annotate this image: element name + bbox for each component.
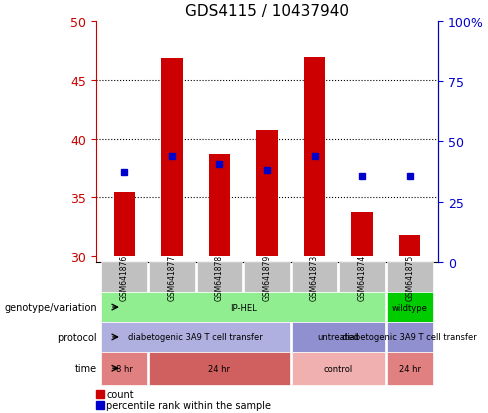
Text: GSM641875: GSM641875 (405, 254, 414, 301)
Title: GDS4115 / 10437940: GDS4115 / 10437940 (185, 4, 349, 19)
FancyBboxPatch shape (292, 263, 337, 292)
Bar (351, 212, 373, 257)
Text: 8 hr: 8 hr (116, 364, 133, 373)
Bar (209, 154, 230, 257)
Text: GSM641879: GSM641879 (263, 254, 271, 301)
FancyBboxPatch shape (387, 322, 432, 352)
Bar (304, 58, 325, 257)
Text: wildtype: wildtype (392, 303, 427, 312)
Bar (114, 192, 135, 257)
FancyBboxPatch shape (387, 352, 432, 385)
Bar (399, 235, 420, 257)
Text: GSM641873: GSM641873 (310, 254, 319, 301)
Text: control: control (324, 364, 353, 373)
FancyBboxPatch shape (292, 352, 385, 385)
FancyBboxPatch shape (102, 292, 385, 322)
FancyBboxPatch shape (387, 263, 432, 292)
Text: diabetogenic 3A9 T cell transfer: diabetogenic 3A9 T cell transfer (128, 332, 263, 342)
Text: GSM641877: GSM641877 (167, 254, 176, 301)
FancyBboxPatch shape (197, 263, 242, 292)
Text: protocol: protocol (57, 332, 97, 342)
Bar (256, 131, 278, 257)
FancyBboxPatch shape (102, 263, 147, 292)
FancyBboxPatch shape (244, 263, 290, 292)
Text: diabetogenic 3A9 T cell transfer: diabetogenic 3A9 T cell transfer (342, 332, 477, 342)
FancyBboxPatch shape (387, 292, 432, 322)
Text: time: time (75, 363, 97, 373)
Text: untreated: untreated (318, 332, 359, 342)
FancyBboxPatch shape (102, 352, 147, 385)
Text: IP-HEL: IP-HEL (230, 303, 257, 312)
Text: 24 hr: 24 hr (399, 364, 421, 373)
FancyBboxPatch shape (292, 322, 385, 352)
Text: GSM641876: GSM641876 (120, 254, 129, 301)
Text: percentile rank within the sample: percentile rank within the sample (106, 400, 271, 410)
Text: count: count (106, 389, 134, 399)
Text: 24 hr: 24 hr (208, 364, 230, 373)
FancyBboxPatch shape (149, 263, 195, 292)
FancyBboxPatch shape (149, 352, 290, 385)
FancyBboxPatch shape (102, 322, 290, 352)
Bar (161, 59, 183, 257)
Text: GSM641874: GSM641874 (358, 254, 366, 301)
Text: GSM641878: GSM641878 (215, 254, 224, 301)
FancyBboxPatch shape (339, 263, 385, 292)
Text: genotype/variation: genotype/variation (4, 302, 97, 312)
